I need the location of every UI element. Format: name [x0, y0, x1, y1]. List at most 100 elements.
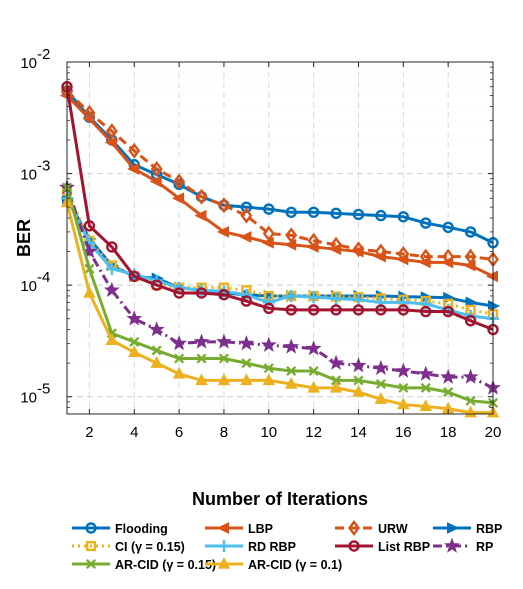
data-point-ar-cid-0-1 — [105, 333, 119, 346]
series-lbp — [59, 89, 498, 283]
data-point-flooding — [352, 208, 365, 221]
data-point-list-rbp — [195, 287, 208, 299]
data-point-urw — [442, 248, 455, 265]
data-point-list-rbp — [128, 270, 140, 283]
legend-label-ar-cid-0-1: AR-CID (γ = 0.1) — [248, 558, 342, 572]
x-tick-label: 14 — [350, 424, 367, 441]
data-point-ar-cid-0-15 — [218, 353, 229, 364]
data-point-ar-cid-0-15 — [331, 375, 342, 386]
data-point-rp — [395, 362, 412, 378]
data-point-flooding — [464, 226, 477, 238]
data-point-urw — [464, 248, 477, 265]
series-line-rp — [65, 187, 494, 390]
data-point-lbp — [171, 192, 185, 205]
legend-label-lbp: LBP — [248, 522, 273, 536]
data-point-urw — [150, 160, 163, 177]
data-point-ar-cid-0-15 — [353, 375, 364, 386]
x-tick-label: 12 — [305, 424, 322, 441]
legend-marker-rd-rbp — [218, 540, 230, 552]
data-point-flooding — [420, 217, 432, 229]
data-point-list-rbp — [83, 220, 96, 232]
data-point-rp — [193, 333, 210, 349]
data-point-rp — [417, 365, 434, 381]
legend-label-flooding: Flooding — [115, 522, 168, 536]
data-point-urw — [83, 104, 96, 121]
legend-marker-flooding — [85, 522, 97, 534]
data-point-ar-cid-0-15 — [286, 365, 297, 377]
y-tick-label: 10-3 — [20, 158, 50, 184]
x-tick-label: 18 — [440, 424, 457, 441]
data-point-lbp — [104, 136, 117, 149]
data-point-urw — [105, 123, 118, 140]
data-point-list-rbp — [352, 304, 365, 316]
x-tick-label: 8 — [220, 424, 228, 441]
data-point-rp — [283, 338, 300, 354]
data-point-list-rbp — [218, 289, 230, 301]
data-point-urw — [285, 227, 298, 244]
data-point-rbp — [488, 300, 501, 312]
legend-label-ar-cid-0-15: AR-CID (γ = 0.15) — [115, 558, 216, 572]
data-point-ar-cid-0-15 — [443, 387, 454, 398]
series-list-rbp — [61, 81, 499, 336]
data-point-list-rbp — [420, 305, 432, 318]
data-point-list-rbp — [330, 304, 342, 316]
x-tick-label: 4 — [130, 424, 138, 441]
grid — [67, 61, 494, 415]
series-line-ar-cid-0-15 — [65, 187, 494, 405]
data-point-rd-rbp — [240, 288, 253, 301]
data-point-list-rbp — [173, 287, 185, 299]
data-point-ar-cid-0-15 — [196, 353, 207, 364]
x-tick-label: 10 — [260, 424, 277, 441]
y-tick-base: 10 — [20, 390, 37, 407]
series-line-list-rbp — [65, 86, 494, 331]
data-point-flooding — [307, 206, 320, 218]
y-tick-exponent: -3 — [37, 158, 50, 175]
legend-marker-ar-cid-0-15 — [85, 558, 97, 570]
legend-marker-ci-0-15 — [85, 540, 97, 552]
data-point-lbp — [149, 175, 162, 188]
data-point-rp — [372, 359, 389, 375]
series-line-lbp — [65, 94, 494, 278]
data-point-flooding — [285, 206, 297, 218]
data-point-ar-cid-0-1 — [172, 366, 186, 379]
data-point-list-rbp — [263, 302, 275, 315]
data-point-ar-cid-0-1 — [284, 376, 298, 389]
data-point-flooding — [330, 207, 342, 220]
data-point-ar-cid-0-1 — [352, 385, 365, 397]
data-point-ar-cid-0-1 — [329, 380, 343, 393]
data-point-ar-cid-0-1 — [240, 373, 253, 386]
data-point-rp — [305, 340, 322, 356]
legend-item-lbp: LBP — [205, 522, 273, 536]
data-point-ar-cid-0-1 — [374, 392, 388, 404]
data-point-rp — [260, 336, 277, 352]
data-point-lbp — [216, 226, 229, 238]
data-point-list-rbp — [240, 295, 253, 307]
data-point-flooding — [397, 211, 410, 223]
legend-item-ar-cid-0-15: AR-CID (γ = 0.15) — [72, 558, 216, 572]
data-point-urw — [128, 142, 141, 159]
data-point-rd-rbp — [262, 296, 275, 309]
data-point-ar-cid-0-15 — [174, 353, 185, 364]
legend-item-ar-cid-0-1: AR-CID (γ = 0.1) — [205, 556, 342, 572]
data-point-ar-cid-0-15 — [241, 358, 252, 369]
legend-marker-rp — [444, 537, 460, 553]
y-tick-label: 10-4 — [20, 269, 50, 295]
series-line-urw — [65, 89, 494, 261]
data-point-list-rbp — [106, 241, 118, 253]
data-point-ar-cid-0-1 — [397, 397, 410, 410]
legend-marker-list-rbp — [348, 540, 360, 552]
legend-item-flooding: Flooding — [72, 522, 168, 536]
data-point-rp — [171, 335, 188, 351]
legend-item-urw: URW — [335, 520, 408, 536]
data-point-rp — [126, 310, 143, 326]
data-point-rp — [148, 321, 165, 337]
data-point-lbp — [127, 163, 140, 175]
y-tick-base: 10 — [20, 55, 37, 72]
data-point-ar-cid-0-15 — [263, 363, 274, 374]
data-point-list-rbp — [375, 304, 387, 316]
data-point-urw — [262, 225, 275, 242]
data-point-flooding — [375, 209, 387, 222]
data-point-urw — [374, 243, 387, 260]
data-point-list-rbp — [150, 279, 163, 291]
